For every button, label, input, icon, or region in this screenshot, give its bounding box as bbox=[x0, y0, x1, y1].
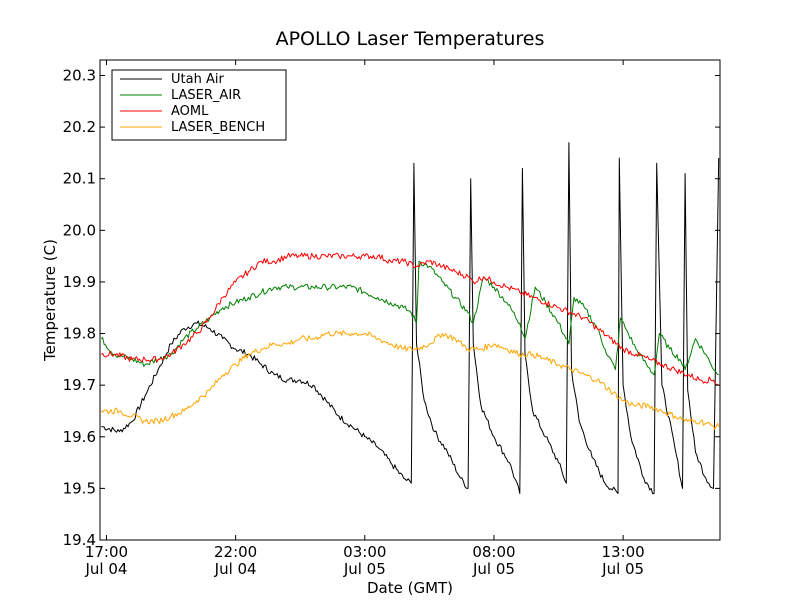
x-tick-label-date: Jul 04 bbox=[84, 560, 127, 578]
y-tick-label: 20.3 bbox=[63, 66, 96, 84]
y-tick-label: 19.9 bbox=[63, 273, 96, 291]
legend: Utah Air LASER_AIR AOML LASER_BENCH bbox=[111, 69, 287, 141]
tick-layer: 19.4 19.5 19.6 19.7 19.8 19.9 20.0 20.1 20.2 20.3… bbox=[63, 60, 720, 578]
series-layer bbox=[100, 142, 720, 495]
y-tick-label: 19.6 bbox=[63, 428, 96, 446]
legend-label-aoml: AOML bbox=[171, 104, 209, 119]
y-axis-title: Temperature (C) bbox=[41, 239, 59, 362]
x-tick-label-time: 03:00 bbox=[343, 543, 386, 561]
legend-label-laser-bench: LASER_BENCH bbox=[171, 120, 265, 135]
y-tick-label: 20.0 bbox=[63, 221, 96, 239]
series-line-utah-air bbox=[101, 142, 720, 495]
x-tick-label-date: Jul 04 bbox=[214, 560, 257, 578]
x-tick-label-time: 08:00 bbox=[472, 543, 515, 561]
series-line-laser-bench bbox=[100, 330, 720, 430]
x-tick-label-date: Jul 05 bbox=[601, 560, 644, 578]
chart-title: APOLLO Laser Temperatures bbox=[276, 28, 545, 50]
y-tick-label: 19.4 bbox=[63, 531, 96, 549]
plot-frame bbox=[99, 59, 721, 541]
y-tick-label: 19.5 bbox=[63, 479, 96, 497]
y-tick-label: 19.7 bbox=[63, 376, 96, 394]
y-tick-label: 19.8 bbox=[63, 325, 96, 343]
legend-label-utah-air: Utah Air bbox=[171, 72, 224, 87]
x-tick-label-time: 17:00 bbox=[85, 543, 128, 561]
legend-box bbox=[111, 69, 287, 141]
x-axis-title: Date (GMT) bbox=[367, 579, 453, 597]
legend-label-laser-air: LASER_AIR bbox=[171, 88, 241, 103]
series-line-laser-air bbox=[101, 260, 719, 376]
x-tick-label-date: Jul 05 bbox=[472, 560, 515, 578]
series-line-aoml bbox=[101, 252, 719, 386]
x-tick-label-time: 22:00 bbox=[214, 543, 257, 561]
x-tick-label-date: Jul 05 bbox=[343, 560, 386, 578]
x-tick-label-time: 13:00 bbox=[602, 543, 645, 561]
y-tick-label: 20.2 bbox=[63, 118, 96, 136]
y-tick-label: 20.1 bbox=[63, 170, 96, 188]
